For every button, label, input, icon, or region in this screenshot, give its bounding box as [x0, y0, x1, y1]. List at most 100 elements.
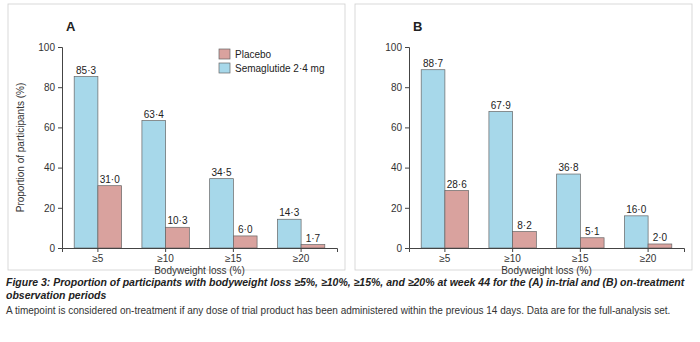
y-tick-mark	[58, 248, 62, 249]
y-tick-label: 80	[391, 82, 403, 93]
bar	[142, 121, 166, 248]
bar	[580, 238, 604, 248]
y-axis: 0 20 40 60 80 100	[385, 42, 409, 254]
bar	[301, 245, 325, 248]
y-tick-label: 20	[391, 203, 403, 214]
y-tick: 0	[396, 243, 409, 254]
y-tick-mark	[405, 208, 409, 209]
data-labels: 88·767·936·816·028·68·25·12·0	[423, 58, 668, 243]
x-tick-label: ≥10	[157, 253, 174, 264]
y-tick-mark	[405, 87, 409, 88]
data-label: 36·8	[559, 162, 579, 173]
bar	[648, 244, 672, 248]
y-tick: 20	[391, 203, 409, 214]
bar	[166, 227, 190, 248]
y-tick: 20	[44, 203, 62, 214]
bar	[557, 174, 581, 248]
y-tick-label: 40	[391, 162, 403, 173]
panel: A85·363·434·514·331·010·36·01·7020406080…	[8, 4, 345, 276]
y-tick: 60	[391, 122, 409, 133]
data-label: 1·7	[306, 233, 321, 244]
y-tick-label: 100	[385, 42, 402, 53]
x-tick: ≥10	[504, 248, 521, 264]
x-axis-line	[410, 249, 685, 253]
x-tick-mark	[233, 248, 234, 252]
data-label: 67·9	[491, 100, 511, 111]
x-tick-mark	[512, 248, 513, 252]
x-tick-label: ≥20	[293, 253, 310, 264]
x-tick-mark	[301, 248, 302, 252]
y-tick-label: 60	[391, 122, 403, 133]
x-tick-mark	[580, 248, 581, 252]
caption: Figure 3: Proportion of participants wit…	[6, 276, 694, 317]
y-tick: 60	[44, 122, 62, 133]
x-tick-mark	[444, 248, 445, 252]
x-axis-title: Bodyweight loss (%)	[501, 265, 592, 276]
x-tick: ≥15	[572, 248, 589, 264]
x-tick: ≥20	[640, 248, 657, 264]
data-label: 88·7	[423, 58, 443, 69]
data-label: 8·2	[517, 220, 532, 231]
x-axis: ≥5 ≥10 ≥15 ≥20	[410, 248, 685, 264]
y-tick: 100	[385, 42, 409, 53]
bar	[445, 191, 469, 248]
panel-frame	[8, 4, 345, 270]
caption-title: Figure 3: Proportion of participants wit…	[6, 276, 694, 302]
y-tick: 80	[44, 82, 62, 93]
y-tick: 80	[391, 82, 409, 93]
data-label: 16·0	[626, 204, 646, 215]
x-tick-label: ≥20	[640, 253, 657, 264]
data-label: 10·3	[167, 215, 187, 226]
legend-swatch	[219, 63, 230, 73]
data-label: 31·0	[100, 174, 120, 185]
bar	[98, 186, 122, 248]
y-tick-label: 100	[38, 42, 55, 53]
y-tick-mark	[58, 127, 62, 128]
legend-swatch	[219, 49, 230, 59]
bar	[513, 232, 537, 248]
data-label: 5·1	[585, 226, 600, 237]
y-axis-line	[58, 48, 63, 249]
data-label: 63·4	[144, 109, 164, 120]
panel-frame	[355, 4, 692, 270]
y-tick-label: 20	[44, 203, 56, 214]
data-label: 14·3	[279, 207, 299, 218]
bar	[624, 216, 648, 248]
bar	[74, 77, 98, 248]
x-tick-mark	[97, 248, 98, 252]
y-tick: 40	[44, 162, 62, 173]
y-axis-line	[405, 48, 410, 249]
x-tick-label: ≥5	[439, 253, 450, 264]
x-tick-label: ≥15	[225, 253, 242, 264]
y-tick-mark	[58, 208, 62, 209]
x-tick: ≥5	[92, 248, 103, 264]
caption-note: A timepoint is considered on-treatment i…	[6, 304, 694, 317]
y-tick-label: 40	[44, 162, 56, 173]
data-label: 34·5	[212, 167, 232, 178]
y-tick: 100	[38, 42, 62, 53]
y-tick-mark	[405, 168, 409, 169]
x-tick: ≥10	[157, 248, 174, 264]
x-axis: ≥5 ≥10 ≥15 ≥20	[63, 248, 338, 264]
y-tick-mark	[405, 248, 409, 249]
panel: B88·767·936·816·028·68·25·12·00204060801…	[355, 4, 692, 276]
legend-label: Placebo	[235, 49, 272, 60]
legend: Placebo Semaglutide 2·4 mg	[219, 49, 325, 74]
x-tick-mark	[165, 248, 166, 252]
y-tick-mark	[58, 168, 62, 169]
bars	[74, 77, 325, 248]
panel-title: B	[413, 19, 422, 34]
bar	[489, 112, 513, 248]
bar	[421, 70, 445, 248]
y-tick-mark	[58, 87, 62, 88]
x-tick-mark	[648, 248, 649, 252]
y-tick-mark	[58, 47, 62, 48]
y-tick-label: 0	[396, 243, 402, 254]
legend-label: Semaglutide 2·4 mg	[235, 63, 325, 74]
y-axis-title: Proportion of participants (%)	[15, 83, 26, 213]
x-tick: ≥20	[293, 248, 310, 264]
data-labels: 85·363·434·514·331·010·36·01·7	[76, 65, 321, 244]
data-label: 2·0	[653, 232, 668, 243]
x-tick-label: ≥10	[504, 253, 521, 264]
y-axis: 020406080100	[38, 42, 62, 254]
